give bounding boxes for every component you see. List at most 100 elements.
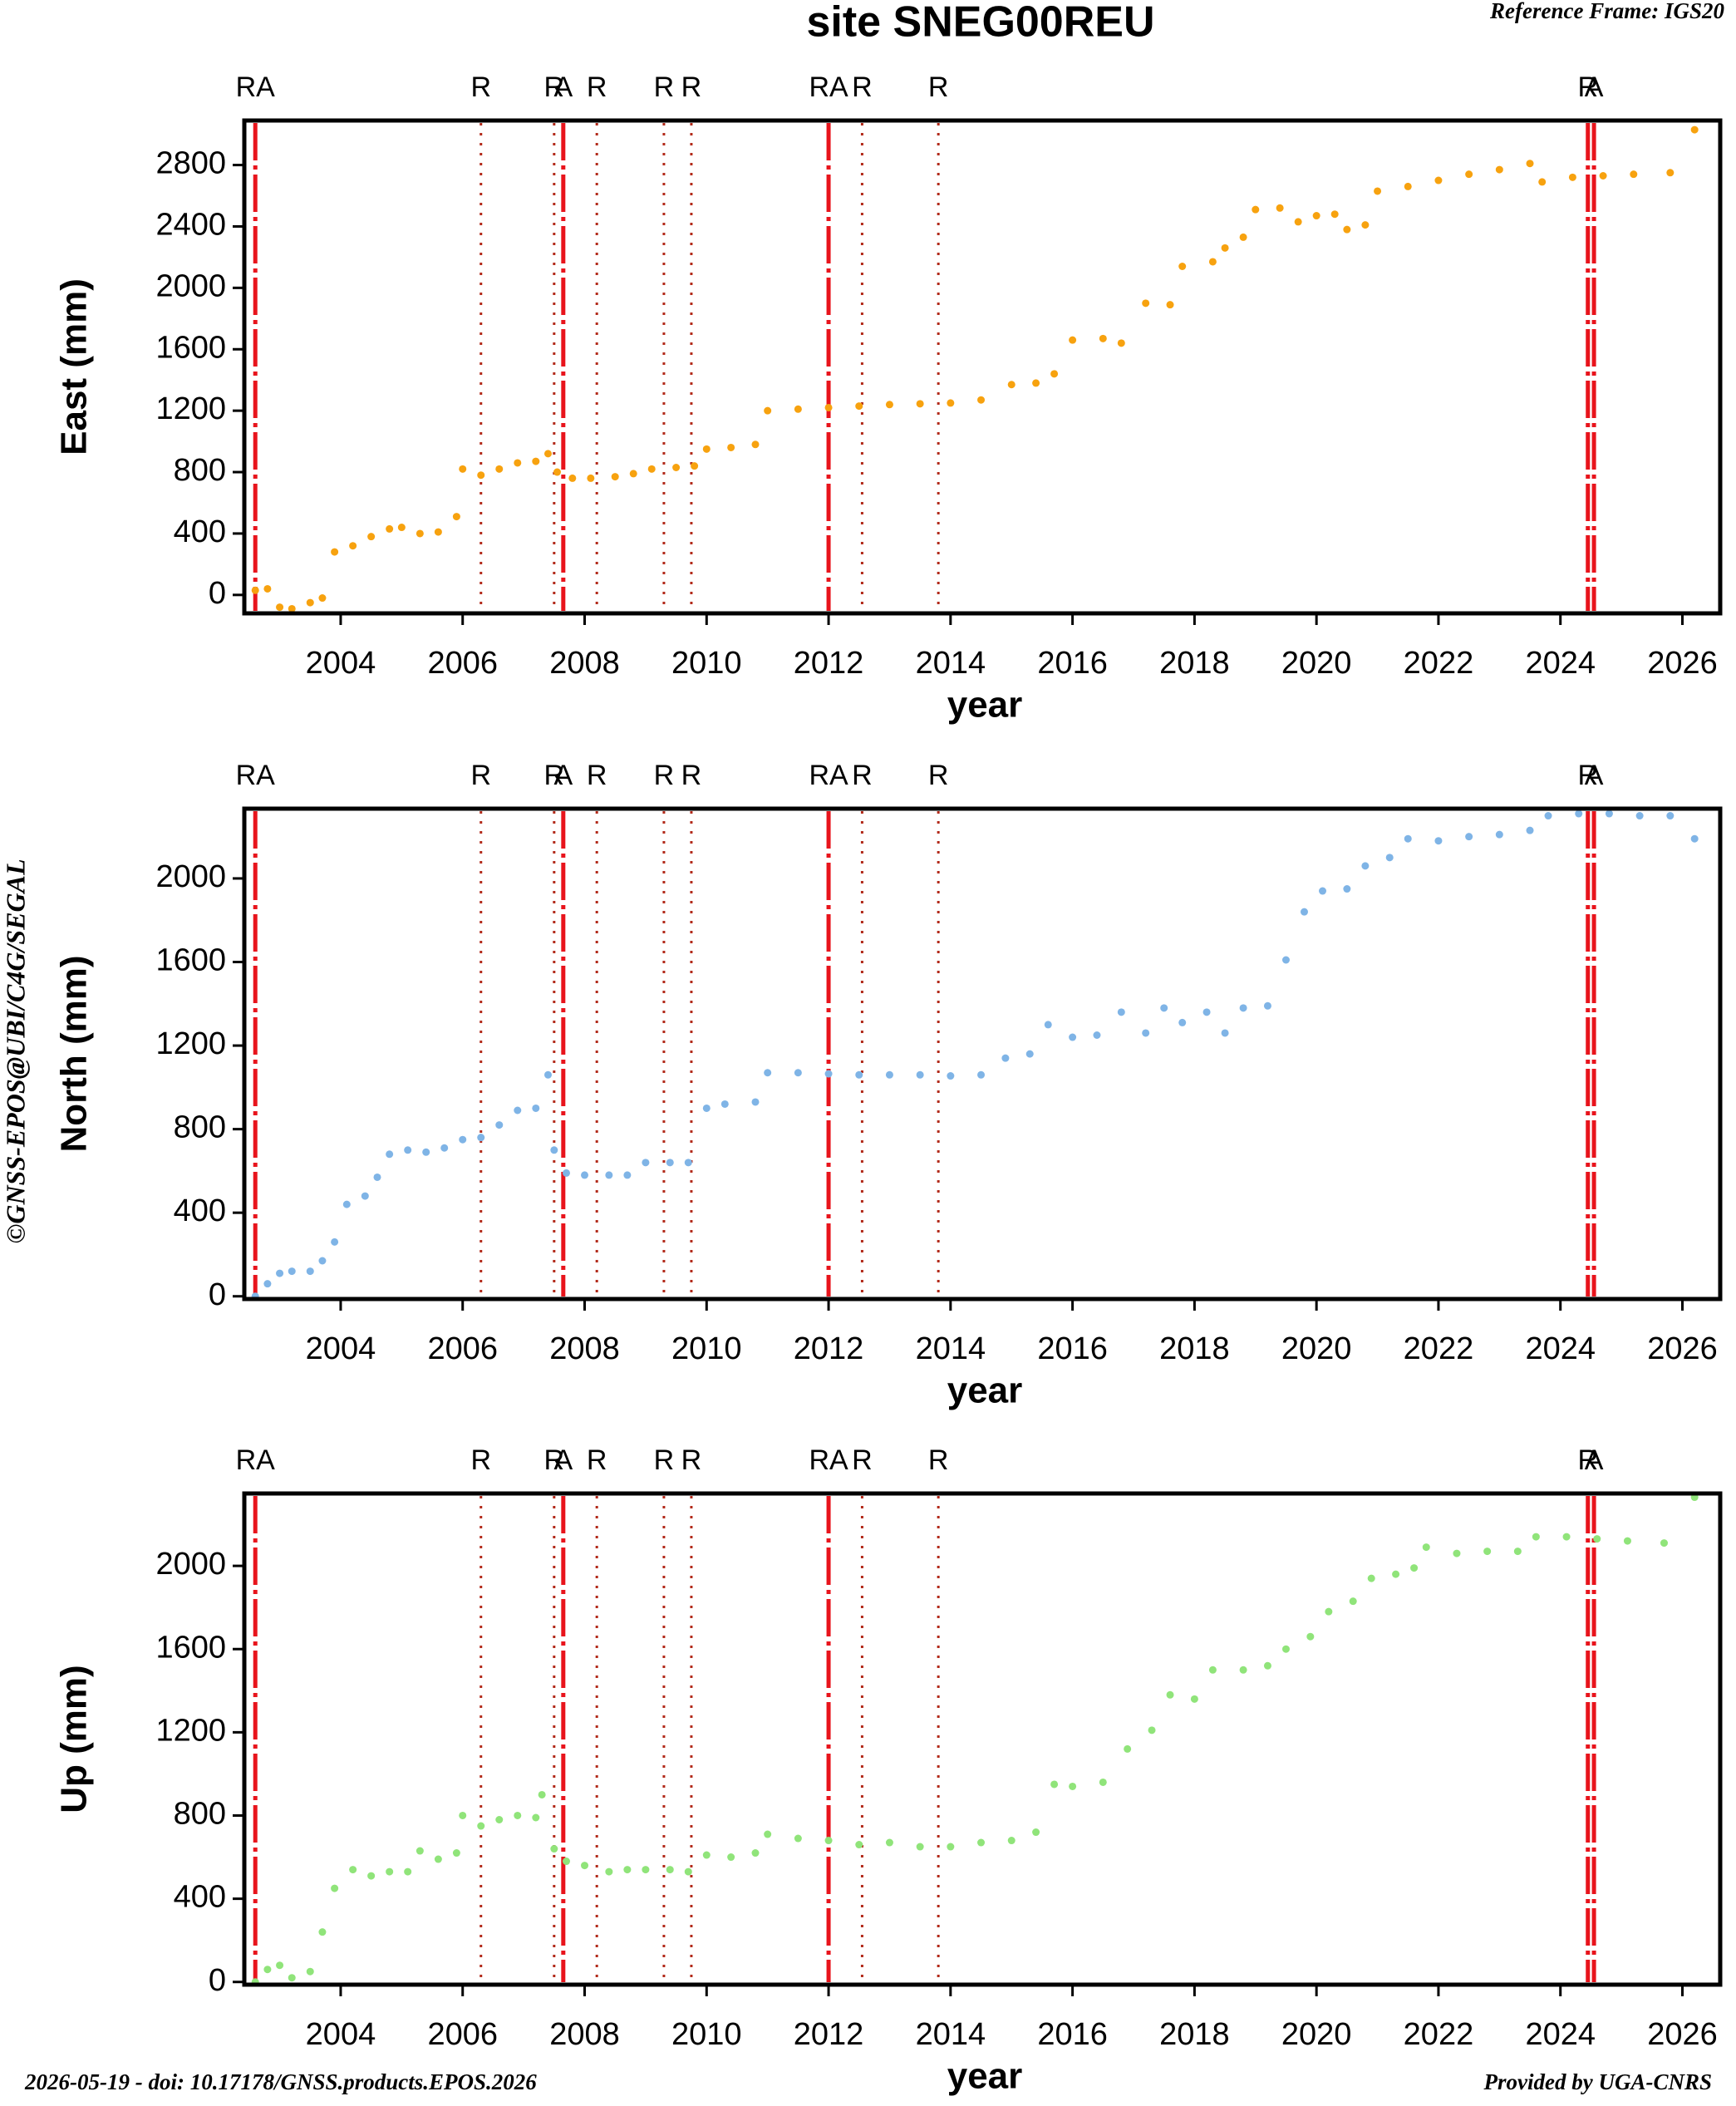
data-point	[416, 1847, 424, 1855]
data-point	[452, 513, 460, 521]
data-point	[1166, 1690, 1174, 1699]
y-axis-label: North (mm)	[54, 955, 95, 1152]
data-point	[1007, 381, 1016, 389]
data-point	[1160, 1004, 1168, 1012]
data-point	[916, 1843, 924, 1851]
data-point	[702, 445, 711, 453]
event-label: R	[544, 760, 565, 791]
event-label: A	[1585, 71, 1604, 103]
data-point	[538, 1790, 546, 1798]
data-point	[1593, 1535, 1601, 1543]
data-point	[1483, 1548, 1492, 1556]
data-point	[495, 465, 504, 473]
data-point	[1392, 1570, 1400, 1578]
footer-right: Provided by UGA-CNRS	[1483, 2069, 1712, 2094]
x-tick-label: 2010	[671, 1331, 742, 1366]
event-label: R	[654, 760, 675, 791]
y-tick-label: 1200	[155, 1026, 226, 1061]
data-point	[751, 1849, 760, 1858]
event-label: A	[1585, 760, 1604, 791]
data-point	[720, 1100, 729, 1108]
data-point	[514, 1106, 522, 1115]
x-tick-label: 2024	[1525, 2017, 1596, 2052]
data-point	[373, 1173, 381, 1181]
data-point	[550, 1845, 558, 1853]
data-point	[477, 471, 485, 480]
data-point	[553, 468, 561, 476]
data-point	[1178, 1018, 1187, 1026]
data-point	[672, 464, 681, 472]
x-tick-label: 2026	[1647, 1331, 1718, 1366]
x-tick-label: 2018	[1159, 1331, 1230, 1366]
y-tick-label: 1600	[155, 1630, 226, 1665]
data-point	[1252, 205, 1260, 214]
data-point	[587, 474, 595, 482]
data-point	[794, 405, 802, 413]
data-point	[1044, 1021, 1052, 1029]
data-point	[1093, 1031, 1101, 1040]
footer-left: 2026-05-19 - doi: 10.17178/GNSS.products…	[24, 2069, 537, 2094]
data-point	[1148, 1726, 1156, 1734]
event-label: R	[654, 1444, 675, 1476]
data-point	[1465, 170, 1473, 179]
event-label: A	[553, 1444, 573, 1476]
data-point	[727, 1853, 735, 1862]
y-tick-label: 2000	[155, 268, 226, 303]
data-point	[1032, 1828, 1040, 1837]
data-point	[764, 1069, 772, 1077]
event-label: A	[553, 760, 573, 791]
data-point	[349, 1866, 357, 1874]
data-point	[1190, 1695, 1198, 1703]
data-point	[1069, 1033, 1077, 1041]
data-point	[550, 1146, 558, 1154]
x-tick-label: 2004	[306, 1331, 376, 1366]
data-point	[1050, 370, 1059, 378]
data-point	[1367, 1574, 1375, 1582]
data-point	[1325, 1607, 1333, 1616]
data-point	[1202, 1008, 1211, 1016]
data-point	[916, 400, 924, 408]
data-point	[947, 399, 955, 407]
data-point	[794, 1069, 802, 1077]
data-point	[1208, 1666, 1217, 1674]
data-point	[477, 1822, 485, 1830]
data-point	[251, 586, 259, 594]
event-label: R	[470, 760, 491, 791]
data-point	[288, 604, 296, 613]
data-point	[947, 1843, 955, 1851]
data-point	[764, 1830, 772, 1838]
data-point	[1690, 834, 1699, 843]
x-tick-label: 2020	[1281, 646, 1352, 681]
data-point	[288, 1267, 296, 1276]
data-point	[386, 524, 394, 533]
x-axis-label: year	[947, 2056, 1023, 2097]
data-point	[288, 1974, 296, 1982]
data-point	[684, 1159, 692, 1167]
data-point	[611, 473, 619, 481]
data-point	[1142, 1029, 1150, 1037]
data-point	[1404, 182, 1412, 190]
y-tick-label: 2800	[155, 146, 226, 181]
data-point	[885, 1838, 893, 1847]
data-point	[623, 1866, 632, 1874]
data-point	[306, 598, 314, 607]
x-tick-label: 2016	[1037, 646, 1108, 681]
data-point	[1319, 887, 1327, 895]
data-point	[1630, 170, 1638, 179]
data-point	[751, 1098, 760, 1106]
data-point	[1495, 165, 1503, 174]
data-point	[1263, 1001, 1271, 1010]
y-tick-label: 1200	[155, 391, 226, 426]
data-point	[642, 1159, 650, 1167]
x-tick-label: 2008	[549, 1331, 620, 1366]
data-point	[824, 1837, 833, 1845]
data-point	[855, 1841, 863, 1849]
data-point	[1117, 1008, 1125, 1016]
y-tick-label: 1200	[155, 1713, 226, 1748]
data-point	[977, 1838, 986, 1847]
event-label: RA	[236, 760, 276, 791]
data-point	[1069, 336, 1077, 344]
event-label: RA	[809, 760, 848, 791]
data-point	[947, 1072, 955, 1080]
data-point	[331, 1238, 339, 1246]
